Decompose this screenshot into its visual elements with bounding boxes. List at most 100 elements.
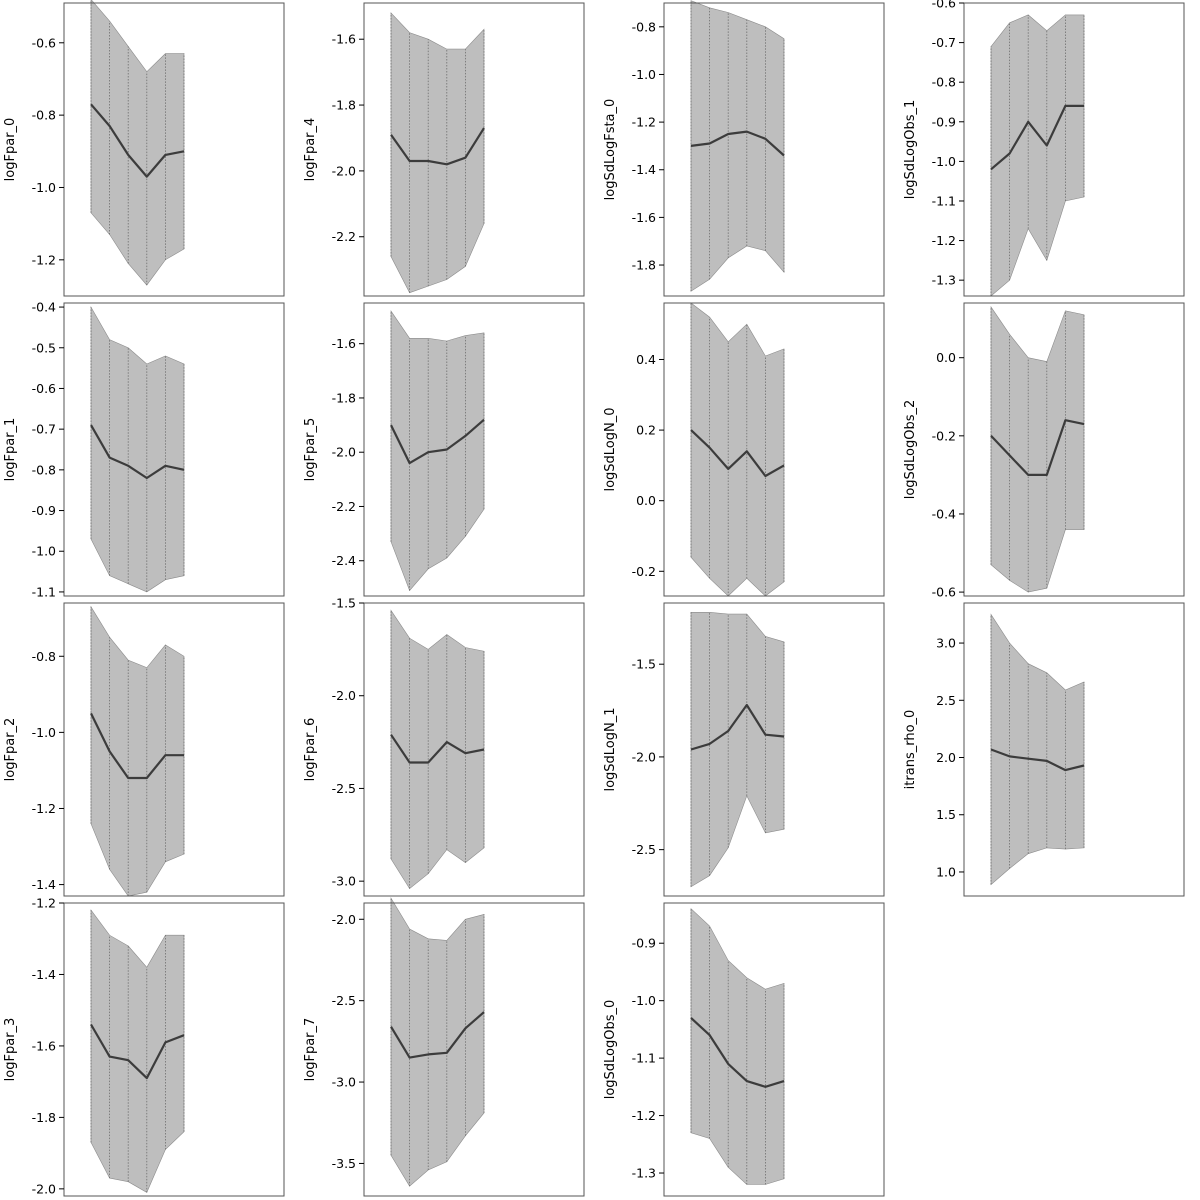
y-tick-label: -1.8 — [632, 258, 656, 273]
y-tick-label: -3.0 — [332, 874, 356, 889]
y-tick-label: -0.6 — [932, 0, 956, 11]
y-axis-label: logFpar_4 — [303, 118, 318, 182]
y-tick-label: -1.4 — [32, 967, 56, 982]
uncertainty-band — [90, 605, 185, 897]
y-axis-label: logFpar_2 — [3, 718, 18, 782]
y-tick-label: -0.6 — [32, 35, 56, 50]
y-tick-label: -1.6 — [632, 210, 656, 225]
y-tick-label: -0.7 — [32, 422, 56, 437]
uncertainty-band — [990, 14, 1085, 297]
y-tick-label: 1.5 — [936, 807, 956, 822]
y-tick-label: -1.0 — [932, 154, 956, 169]
panel-logFpar_6: -3.0 -2.5 -2.0 -1.5 logFpar_6 — [303, 596, 585, 897]
y-tick-label: 0.4 — [636, 352, 656, 367]
y-tick-label: -1.0 — [632, 67, 656, 82]
panel-frame — [963, 602, 1185, 897]
y-axis-label: logSdLogN_0 — [603, 407, 618, 491]
y-tick-label: -2.2 — [332, 499, 356, 514]
uncertainty-band — [990, 613, 1085, 886]
median-line — [990, 748, 1085, 772]
y-axis-label: logSdLogObs_2 — [903, 400, 918, 500]
uncertainty-band — [390, 609, 485, 890]
y-tick-label: -2.5 — [632, 842, 656, 857]
panel-logFpar_2: -1.4 -1.2 -1.0 -0.8 logFpar_2 — [3, 602, 285, 897]
y-axis-label: logSdLogObs_0 — [603, 1000, 618, 1100]
y-tick-label: 0.0 — [936, 350, 956, 365]
y-tick-label: -0.6 — [932, 585, 956, 600]
y-tick-label: -2.0 — [332, 688, 356, 703]
uncertainty-band — [390, 897, 485, 1187]
y-tick-label: -3.5 — [332, 1156, 356, 1171]
panel-logFpar_4: -2.2 -2.0 -1.8 -1.6 logFpar_4 — [303, 2, 585, 297]
y-tick-label: -0.4 — [32, 300, 56, 315]
y-tick-label: -0.7 — [932, 35, 956, 50]
y-tick-label: -1.3 — [932, 273, 956, 288]
y-tick-label: -1.8 — [32, 1110, 56, 1125]
y-axis-label: logSdLogObs_1 — [903, 100, 918, 200]
y-axis-label: logFpar_6 — [303, 718, 318, 782]
y-tick-label: -0.5 — [32, 340, 56, 355]
y-tick-label: -1.8 — [332, 98, 356, 113]
y-tick-label: -1.2 — [632, 115, 656, 130]
median-line — [690, 429, 785, 478]
y-tick-label: -0.9 — [932, 114, 956, 129]
panel-frame — [663, 902, 885, 1197]
y-axis-label: logFpar_7 — [303, 1018, 318, 1082]
panel-logSdLogObs_0: -1.3 -1.2 -1.1 -1.0 -0.9 logSdLogObs_0 — [603, 902, 885, 1197]
panel-frame — [63, 602, 285, 897]
median-line — [90, 424, 185, 480]
y-tick-label: -1.5 — [632, 657, 656, 672]
panel-frame — [363, 2, 585, 297]
y-axis-label: logFpar_1 — [3, 418, 18, 482]
y-tick-label: -1.0 — [32, 544, 56, 559]
y-tick-label: -1.6 — [332, 336, 356, 351]
y-axis-label: itrans_rho_0 — [903, 710, 918, 790]
panel-logFpar_1: -1.1 -1.0 -0.9 -0.8 -0.7 -0.6 -0.5 -0.4 logFpar_… — [3, 300, 285, 599]
y-tick-label: -1.2 — [32, 801, 56, 816]
median-line — [90, 103, 185, 178]
y-tick-label: -3.0 — [332, 1075, 356, 1090]
uncertainty-band — [90, 0, 185, 286]
y-tick-label: -1.4 — [32, 877, 56, 892]
panel-frame — [363, 602, 585, 897]
y-tick-label: 3.0 — [936, 636, 956, 651]
y-tick-label: -2.0 — [332, 163, 356, 178]
panel-logFpar_5: -2.4 -2.2 -2.0 -1.8 -1.6 logFpar_5 — [303, 302, 585, 597]
median-line — [390, 734, 485, 764]
y-tick-label: -2.0 — [332, 445, 356, 460]
panel-frame — [63, 302, 285, 597]
y-tick-label: -0.2 — [632, 564, 656, 579]
y-tick-label: -2.5 — [332, 781, 356, 796]
y-axis-label: logFpar_3 — [3, 1018, 18, 1082]
median-line — [390, 127, 485, 166]
panel-logSdLogN_0: -0.2 0.0 0.2 0.4 logSdLogN_0 — [603, 302, 885, 597]
y-tick-label: -0.8 — [632, 19, 656, 34]
y-tick-label: 0.2 — [636, 423, 656, 438]
y-tick-label: -1.1 — [932, 193, 956, 208]
y-tick-label: -1.0 — [32, 180, 56, 195]
y-tick-label: -1.3 — [632, 1166, 656, 1181]
y-tick-label: -0.8 — [32, 462, 56, 477]
y-tick-label: 2.5 — [936, 693, 956, 708]
y-tick-label: -1.6 — [32, 1038, 56, 1053]
y-tick-label: 0.0 — [636, 493, 656, 508]
y-tick-label: -1.2 — [32, 252, 56, 267]
median-line — [690, 130, 785, 157]
median-line — [990, 419, 1085, 476]
panel-frame — [663, 302, 885, 597]
panel-frame — [63, 902, 285, 1197]
uncertainty-band — [690, 611, 785, 888]
uncertainty-band — [90, 305, 185, 593]
median-line — [90, 712, 184, 780]
panel-frame — [663, 2, 885, 297]
panel-frame — [963, 2, 1185, 297]
panel-frame — [63, 2, 285, 297]
y-tick-label: -2.5 — [332, 993, 356, 1008]
y-tick-label: -2.0 — [632, 749, 656, 764]
y-tick-label: -0.6 — [32, 381, 56, 396]
y-tick-label: -0.8 — [932, 75, 956, 90]
y-tick-label: -1.2 — [932, 233, 956, 248]
panel-itrans_rho_0: 1.0 1.5 2.0 2.5 3.0 itrans_rho_0 — [903, 602, 1185, 897]
y-tick-label: -0.8 — [32, 108, 56, 123]
